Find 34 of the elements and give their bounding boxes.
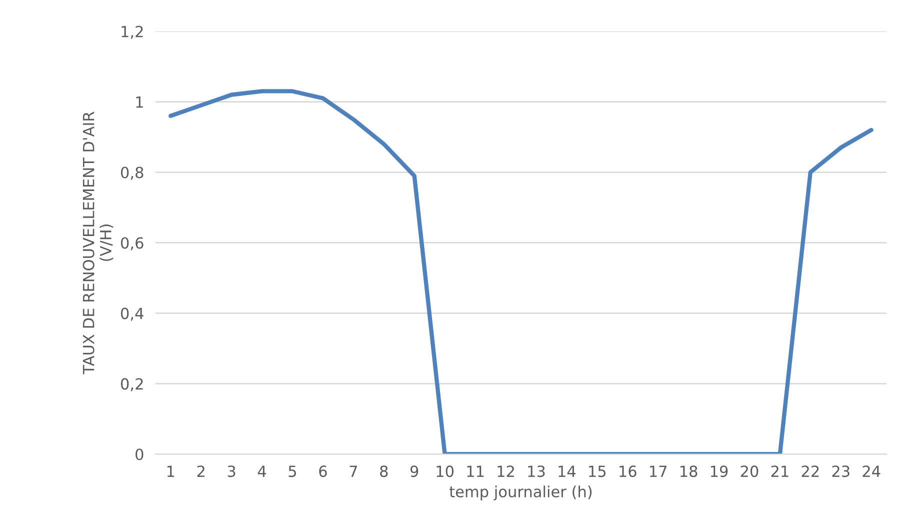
x-tick-label: 11 <box>467 466 484 477</box>
x-tick-label: 3 <box>228 466 236 478</box>
y-tick-label: 0,6 <box>120 237 144 250</box>
x-tick-label: 10 <box>436 466 454 478</box>
x-tick-label: 21 <box>771 466 788 477</box>
line-series <box>168 89 874 454</box>
y-tick-label: 0,8 <box>120 166 144 180</box>
x-tick-label: 15 <box>589 466 606 478</box>
x-tick-label: 1 <box>167 466 174 477</box>
x-tick-label: 14 <box>558 466 576 477</box>
x-tick-label: 8 <box>380 466 388 478</box>
x-tick-label: 5 <box>288 466 296 478</box>
x-tick-label: 19 <box>710 466 728 478</box>
y-tick-label: 0,2 <box>120 378 143 392</box>
x-tick-label: 7 <box>350 466 357 477</box>
x-tick-label: 6 <box>319 466 327 478</box>
y-tick-label: 1 <box>136 96 143 108</box>
y-tick-label: 0,4 <box>120 308 144 321</box>
y-tick-label: 0 <box>136 448 144 460</box>
y-tick-label: 1,2 <box>122 26 143 39</box>
x-tick-label: 17 <box>650 466 666 477</box>
x-tick-label: 2 <box>197 466 204 477</box>
x-tick-label: 23 <box>832 466 850 478</box>
x-tick-label: 4 <box>258 466 266 477</box>
x-tick-label: 9 <box>410 466 418 478</box>
x-tick-label: 22 <box>802 466 819 477</box>
y-axis-title: TAUX DE RENOUVELLEMENT D'AIR (V/H) <box>82 112 114 374</box>
x-tick-label: 16 <box>620 466 636 478</box>
x-tick-label: 12 <box>498 466 514 477</box>
x-tick-label: 18 <box>680 466 698 478</box>
x-axis-title: temp journalier (h) <box>449 486 592 500</box>
x-tick-label: 13 <box>528 466 545 478</box>
x-tick-label: 20 <box>740 466 758 478</box>
x-tick-label: 24 <box>862 466 880 477</box>
